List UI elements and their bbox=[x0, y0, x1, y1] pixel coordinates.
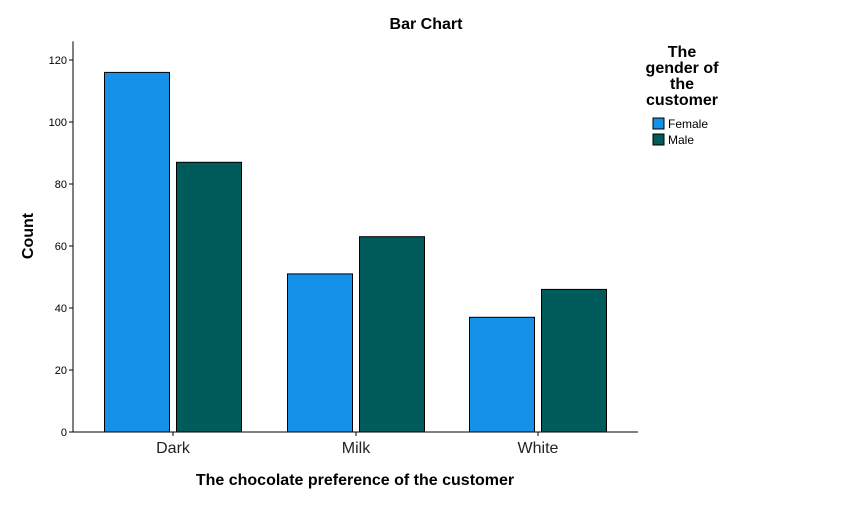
bar-male-dark bbox=[176, 161, 242, 433]
bar-female-white bbox=[469, 316, 535, 433]
y-tick-label: 20 bbox=[55, 365, 67, 377]
y-tick-label: 60 bbox=[55, 241, 67, 253]
bar-female-dark bbox=[104, 71, 170, 433]
legend-swatch-female bbox=[652, 117, 665, 130]
plot-area: 0 20 40 60 80 100 120 Dark Milk White bbox=[49, 41, 638, 457]
y-tick-label: 0 bbox=[61, 427, 67, 439]
x-axis-title: The chocolate preference of the customer bbox=[196, 472, 514, 489]
bar-male-white bbox=[541, 288, 607, 433]
legend-title-line: the bbox=[670, 76, 694, 93]
legend-label-female: Female bbox=[668, 117, 708, 131]
legend-label-male: Male bbox=[668, 133, 694, 147]
y-tick-label: 80 bbox=[55, 179, 67, 191]
x-tick-label: Milk bbox=[342, 440, 371, 457]
y-tick-label: 100 bbox=[49, 117, 67, 129]
y-tick-label: 40 bbox=[55, 303, 67, 315]
y-axis-title: Count bbox=[20, 212, 37, 259]
x-tick-label: White bbox=[518, 440, 559, 457]
legend-title-line: customer bbox=[646, 92, 718, 109]
chart-title: Bar Chart bbox=[390, 16, 464, 33]
x-tick-label: Dark bbox=[156, 440, 191, 457]
y-tick-label: 120 bbox=[49, 55, 67, 67]
legend-title-line: gender of bbox=[646, 60, 720, 77]
bar-male-milk bbox=[359, 236, 425, 433]
legend-swatch-male bbox=[652, 133, 665, 146]
legend-title-line: The bbox=[668, 44, 697, 61]
bar-female-milk bbox=[287, 273, 353, 433]
